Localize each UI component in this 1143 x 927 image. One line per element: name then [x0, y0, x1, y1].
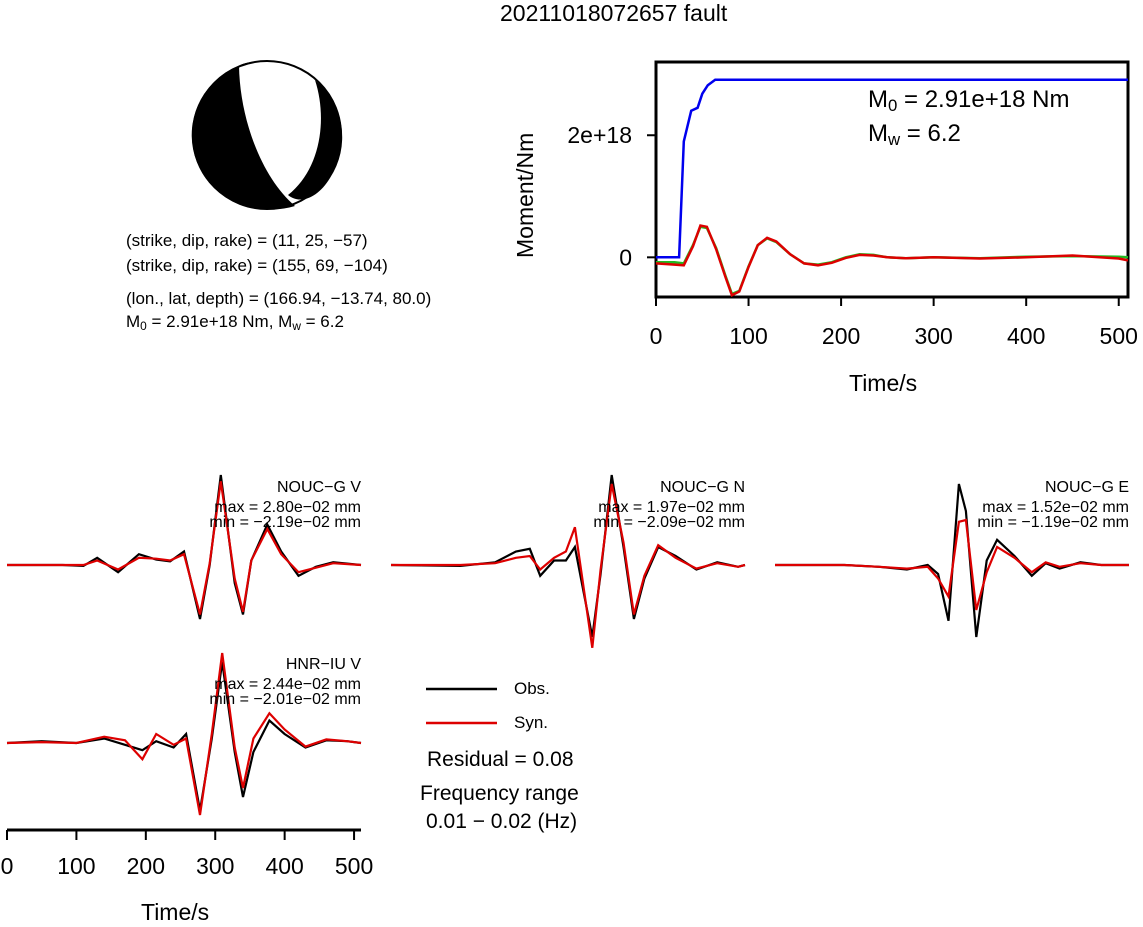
station-max-3: max = 1.52e−02 mm — [982, 499, 1129, 516]
station-min-1: min = −2.19e−02 mm — [209, 514, 361, 531]
mw-subscript: w — [292, 318, 301, 333]
station-label-3: NOUC−G E — [1044, 479, 1129, 496]
legend-obs-label: Obs. — [514, 679, 550, 698]
waveform-x-tick-label: 400 — [265, 853, 303, 879]
synthetic-trace-4 — [6, 652, 362, 816]
station-min-4: min = −2.01e−02 mm — [209, 691, 361, 708]
waveform-panels — [6, 474, 1129, 816]
m0-label: M — [868, 86, 888, 113]
station-max-1: max = 2.80e−02 mm — [214, 499, 361, 516]
moment-mw-annotation: Mw = 6.2 — [868, 120, 961, 148]
moment-series-group — [655, 78, 1129, 297]
residual-value: Residual = 0.08 — [427, 748, 574, 771]
moment-x-axis: 0 100 200 300 400 500 — [650, 297, 1138, 349]
mw-label-subscript: w — [888, 130, 901, 150]
synthetic-trace-3 — [775, 518, 1129, 611]
nodal-plane-1: (strike, dip, rake) = (11, 25, −57) — [126, 231, 368, 250]
m0-subscript: 0 — [140, 318, 147, 333]
figure-title: 20211018072657 fault — [500, 0, 728, 26]
moment-y-tick-label: 0 — [619, 244, 632, 270]
synthetic-trace-1 — [7, 481, 362, 615]
m0-label-subscript: 0 — [888, 96, 898, 116]
moment-y-axis: 0 2e+18 — [567, 122, 656, 270]
moment-x-tick-label: 200 — [822, 323, 860, 349]
m0-value: = 2.91e+18 Nm, M — [146, 312, 293, 331]
moment-series-3 — [655, 224, 1129, 297]
observed-trace-1 — [7, 474, 362, 620]
waveform-x-tick-label: 300 — [196, 853, 234, 879]
mw-label: M — [868, 120, 888, 147]
source-magnitude: M0 = 2.91e+18 Nm, Mw = 6.2 — [126, 312, 344, 332]
waveform-x-tick-label: 500 — [335, 853, 373, 879]
moment-series-1 — [656, 78, 1128, 259]
m0-symbol: M — [126, 312, 141, 331]
station-min-3: min = −1.19e−02 mm — [977, 514, 1129, 531]
mw-label-value: = 6.2 — [900, 120, 961, 147]
legend-syn-label: Syn. — [514, 713, 549, 732]
waveform-panel-1 — [7, 474, 362, 620]
station-label-1: NOUC−G V — [276, 479, 361, 496]
station-label-2: NOUC−G N — [660, 479, 745, 496]
waveform-time-axis: 0 100 200 300 400 500 — [1, 828, 373, 879]
moment-y-tick-label: 2e+18 — [567, 122, 632, 148]
moment-plot-frame — [654, 60, 1130, 299]
moment-x-tick-label: 300 — [914, 323, 952, 349]
moment-x-tick-label: 0 — [650, 323, 663, 349]
nodal-plane-2: (strike, dip, rake) = (155, 69, −104) — [126, 256, 388, 275]
waveform-panel-3 — [775, 483, 1129, 638]
moment-x-axis-label: Time/s — [849, 370, 918, 396]
mw-value: = 6.2 — [300, 312, 344, 331]
station-max-4: max = 2.44e−02 mm — [214, 676, 361, 693]
station-min-2: min = −2.09e−02 mm — [593, 514, 745, 531]
frequency-range-value: 0.01 − 0.02 (Hz) — [426, 810, 578, 833]
waveform-x-tick-label: 0 — [1, 853, 14, 879]
station-label-4: HNR−IU V — [285, 656, 361, 673]
moment-m0-annotation: M0 = 2.91e+18 Nm — [868, 86, 1069, 114]
source-location: (lon., lat, depth) = (166.94, −13.74, 80… — [126, 289, 432, 308]
waveform-x-tick-label: 100 — [57, 853, 95, 879]
synthetic-trace-2 — [391, 483, 746, 648]
beachball-compression-east — [288, 80, 343, 200]
station-max-2: max = 1.97e−02 mm — [598, 499, 745, 516]
waveform-x-axis-label: Time/s — [141, 899, 210, 925]
focal-mechanism-beachball — [191, 60, 343, 210]
beachball-compression-west — [191, 66, 295, 210]
waveform-panel-2 — [390, 474, 746, 648]
moment-x-tick-label: 500 — [1100, 323, 1138, 349]
waveform-panel-4 — [6, 652, 362, 816]
m0-label-value: = 2.91e+18 Nm — [897, 86, 1070, 113]
moment-x-tick-label: 400 — [1007, 323, 1045, 349]
moment-x-tick-label: 100 — [729, 323, 767, 349]
frequency-range-title: Frequency range — [420, 782, 579, 805]
moment-rate-plot: 0 100 200 300 400 500 0 2e+18 — [567, 60, 1138, 349]
moment-y-axis-label: Moment/Nm — [512, 132, 538, 258]
waveform-x-tick-label: 200 — [127, 853, 165, 879]
